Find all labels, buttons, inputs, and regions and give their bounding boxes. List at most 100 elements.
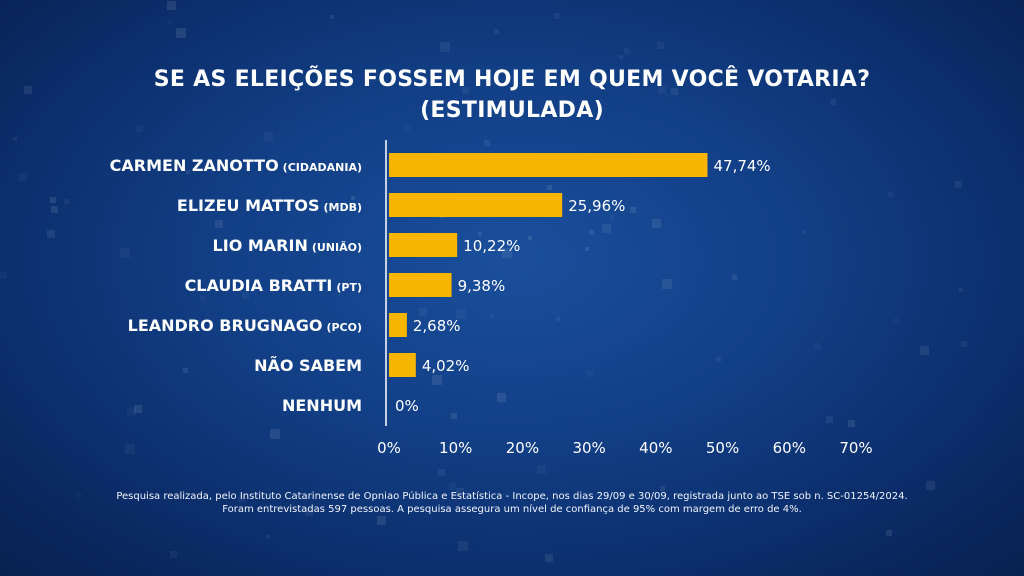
chart-title: SE AS ELEIÇÕES FOSSEM HOJE EM QUEM VOCÊ …	[0, 64, 1024, 126]
category-label: NENHUM	[282, 396, 362, 415]
bar	[389, 313, 407, 337]
bar-value-label: 10,22%	[463, 237, 520, 255]
background-square	[238, 495, 245, 502]
background-square	[732, 275, 737, 280]
background-square	[167, 1, 176, 10]
background-square	[657, 42, 664, 49]
background-square	[170, 551, 177, 558]
background-square	[502, 248, 512, 258]
background-square	[377, 516, 386, 525]
background-square	[662, 279, 672, 289]
bar	[389, 233, 458, 257]
background-square	[652, 219, 661, 228]
category-label: LEANDRO BRUGNAGO (PCO)	[128, 316, 362, 335]
footnote-line-1: Pesquisa realizada, pelo Instituto Catar…	[116, 491, 908, 502]
background-square	[451, 413, 457, 419]
bar	[389, 193, 563, 217]
background-square	[186, 170, 190, 174]
background-square	[716, 357, 721, 362]
category-party: (MDB)	[323, 201, 362, 214]
background-square	[120, 248, 130, 258]
category-name: NENHUM	[282, 396, 362, 415]
background-square	[528, 236, 532, 240]
x-tick-label: 70%	[839, 439, 872, 457]
category-name: CARMEN ZANOTTO	[110, 156, 279, 175]
bar-value-label: 25,96%	[568, 197, 625, 215]
category-name: NÃO SABEM	[254, 356, 362, 375]
background-square	[556, 317, 560, 321]
background-square	[894, 318, 898, 322]
background-square	[537, 465, 546, 474]
background-square	[438, 469, 445, 476]
background-square	[955, 181, 962, 188]
background-square	[215, 220, 223, 228]
background-square	[886, 530, 892, 536]
x-tick-label: 20%	[506, 439, 539, 457]
background-square	[64, 199, 69, 204]
bar-value-label: 2,68%	[413, 317, 461, 335]
background-square	[888, 192, 893, 197]
x-tick-label: 40%	[639, 439, 672, 457]
background-square	[554, 13, 560, 19]
background-square	[961, 341, 967, 347]
background-square	[462, 87, 469, 94]
x-tick-label: 30%	[572, 439, 605, 457]
bar-value-label: 4,02%	[422, 357, 470, 375]
background-square	[545, 554, 553, 562]
background-square	[830, 99, 836, 105]
bar-value-label: 9,38%	[458, 277, 506, 295]
background-square	[183, 368, 188, 373]
background-square	[848, 420, 855, 427]
background-square	[458, 541, 468, 551]
background-square	[619, 55, 623, 59]
background-square	[589, 230, 594, 235]
background-square	[270, 429, 280, 439]
background-square	[456, 488, 464, 496]
footnote: Pesquisa realizada, pelo Instituto Catar…	[0, 490, 1024, 516]
background-square	[610, 215, 614, 219]
background-square	[330, 15, 334, 19]
background-square	[50, 197, 56, 203]
category-name: LEANDRO BRUGNAGO	[128, 316, 323, 335]
bar	[389, 353, 416, 377]
background-square	[497, 393, 506, 402]
background-square	[826, 416, 833, 423]
background-square	[660, 486, 665, 491]
category-party: (PT)	[336, 281, 362, 294]
x-tick-label: 50%	[706, 439, 739, 457]
background-square	[595, 80, 603, 88]
category-label: NÃO SABEM	[254, 356, 362, 375]
category-party: (CIDADANIA)	[283, 161, 362, 174]
x-tick-label: 10%	[439, 439, 472, 457]
footnote-line-2: Foram entrevistadas 597 pessoas. A pesqu…	[222, 504, 802, 515]
category-name: CLAUDIA BRATTI	[185, 276, 333, 295]
category-label: CARMEN ZANOTTO (CIDADANIA)	[110, 156, 362, 175]
background-square	[494, 29, 499, 34]
category-name: LIO MARIN	[213, 236, 308, 255]
background-square	[959, 288, 963, 292]
bar	[389, 153, 708, 177]
category-party: (UNIÃO)	[312, 241, 362, 254]
bar-value-label: 0%	[395, 397, 419, 415]
background-square	[490, 314, 494, 318]
category-label: CLAUDIA BRATTI (PT)	[185, 276, 362, 295]
background-square	[242, 292, 249, 299]
background-square	[440, 42, 450, 52]
background-square	[419, 308, 427, 316]
background-square	[630, 207, 636, 213]
background-square	[432, 375, 442, 385]
category-label: ELIZEU MATTOS (MDB)	[177, 196, 362, 215]
x-tick-label: 60%	[773, 439, 806, 457]
chart-title-line-1: SE AS ELEIÇÕES FOSSEM HOJE EM QUEM VOCÊ …	[153, 67, 871, 92]
background-square	[276, 327, 280, 331]
background-square	[47, 230, 55, 238]
category-label: LIO MARIN (UNIÃO)	[213, 236, 362, 255]
background-square	[13, 137, 17, 141]
background-square	[658, 86, 666, 94]
x-tick-label: 0%	[377, 439, 401, 457]
background-square	[134, 405, 142, 413]
background-square	[276, 197, 282, 203]
background-square	[926, 481, 935, 490]
bar-value-label: 47,74%	[713, 157, 770, 175]
background-square	[176, 28, 186, 38]
